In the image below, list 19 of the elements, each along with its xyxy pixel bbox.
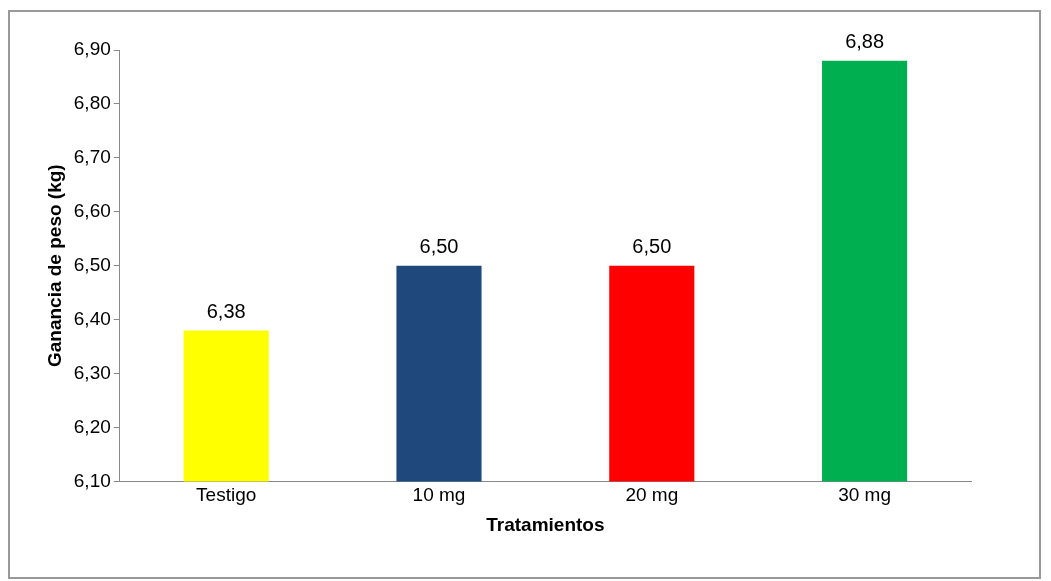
x-tick-label: 30 mg	[838, 484, 891, 506]
x-axis-title: Tratamientos	[486, 513, 605, 535]
data-label: 6,88	[845, 30, 885, 53]
y-tick-label: 6,20	[73, 415, 111, 437]
y-tick-label: 6,50	[73, 253, 111, 275]
y-tick-label: 6,80	[73, 92, 111, 114]
y-tick-label: 6,40	[73, 307, 111, 329]
x-tick-label: 20 mg	[625, 484, 679, 506]
data-label: 6,50	[632, 235, 672, 258]
y-tick-label: 6,90	[73, 38, 111, 60]
y-tick-label: 6,60	[73, 200, 111, 222]
data-label: 6,50	[419, 235, 459, 258]
y-tick-label: 6,70	[73, 146, 111, 168]
data-label: 6,38	[206, 299, 246, 322]
y-axis-title: Ganancia de peso (kg)	[43, 164, 65, 368]
x-tick-label: 10 mg	[412, 484, 466, 506]
y-tick-label: 6,30	[73, 361, 111, 383]
y-tick-label: 6,10	[73, 469, 111, 491]
x-tick-label: Testigo	[196, 484, 257, 506]
